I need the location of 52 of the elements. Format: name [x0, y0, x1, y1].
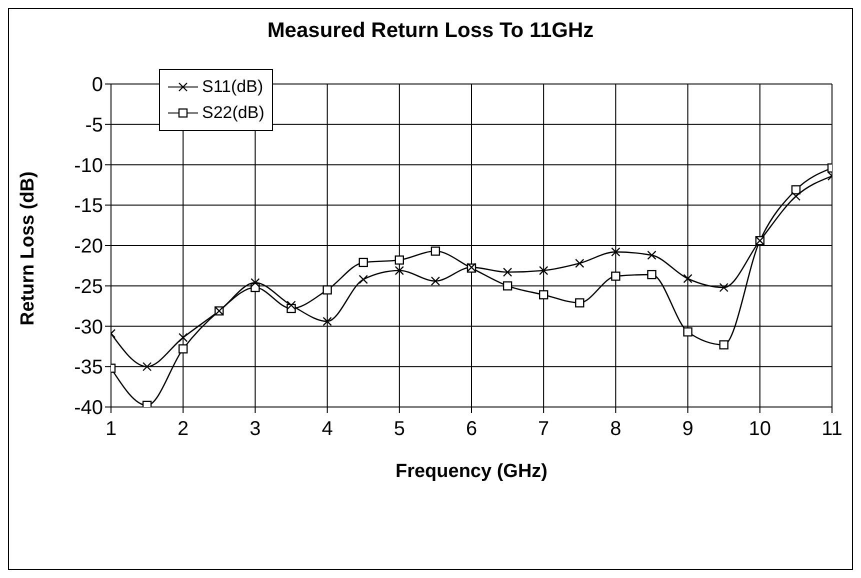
y-tick-label: -35 — [74, 356, 103, 379]
point — [286, 300, 296, 310]
legend-label: S11(dB) — [202, 77, 264, 97]
y-tick-label: -25 — [74, 276, 103, 298]
y-tick-label: -20 — [74, 236, 103, 258]
point — [502, 281, 512, 290]
point — [539, 290, 548, 300]
point — [358, 258, 368, 268]
point — [430, 276, 440, 286]
point — [539, 266, 548, 276]
point — [394, 255, 404, 265]
y-tick-label: -10 — [74, 154, 103, 177]
point — [611, 247, 620, 257]
x-tick-label: 5 — [394, 418, 405, 440]
y-tick-label: 0 — [92, 74, 103, 96]
point — [575, 298, 584, 308]
x-tick-label: 1 — [105, 418, 117, 440]
point — [647, 270, 656, 280]
point — [719, 282, 728, 292]
x-tick-label: 3 — [250, 418, 261, 440]
y-tick-label: -30 — [74, 316, 103, 338]
point — [611, 272, 620, 281]
y-tick-label: -40 — [74, 397, 103, 420]
point — [322, 316, 332, 326]
point — [178, 332, 188, 342]
point — [394, 266, 404, 276]
point — [358, 274, 368, 284]
x-tick-label: 6 — [466, 418, 478, 440]
point — [647, 250, 656, 260]
point — [502, 268, 512, 277]
point — [178, 344, 188, 354]
point — [575, 258, 584, 268]
point — [683, 327, 692, 336]
chart-title: Measured Return Loss To 11GHz — [266, 19, 595, 43]
x-tick-label: 9 — [682, 418, 694, 440]
point — [322, 285, 332, 295]
point — [719, 340, 728, 350]
x-tick-label: 10 — [748, 418, 772, 440]
point — [430, 246, 440, 256]
point — [250, 278, 260, 288]
y-tick-label: -5 — [85, 114, 103, 136]
x-tick-label: 8 — [610, 418, 622, 440]
x-axis-title: Frequency (GHz) — [395, 461, 548, 482]
x-tick-label: 11 — [822, 418, 842, 440]
y-axis-title: Return Loss (dB) — [18, 171, 39, 326]
legend-label: S22(dB) — [202, 103, 264, 123]
x-tick-label: 7 — [538, 418, 550, 440]
x-tick-label: 2 — [178, 418, 189, 440]
y-tick-label: -15 — [74, 195, 103, 218]
x-tick-label: 4 — [322, 418, 333, 440]
point — [142, 362, 152, 372]
point — [683, 274, 692, 284]
